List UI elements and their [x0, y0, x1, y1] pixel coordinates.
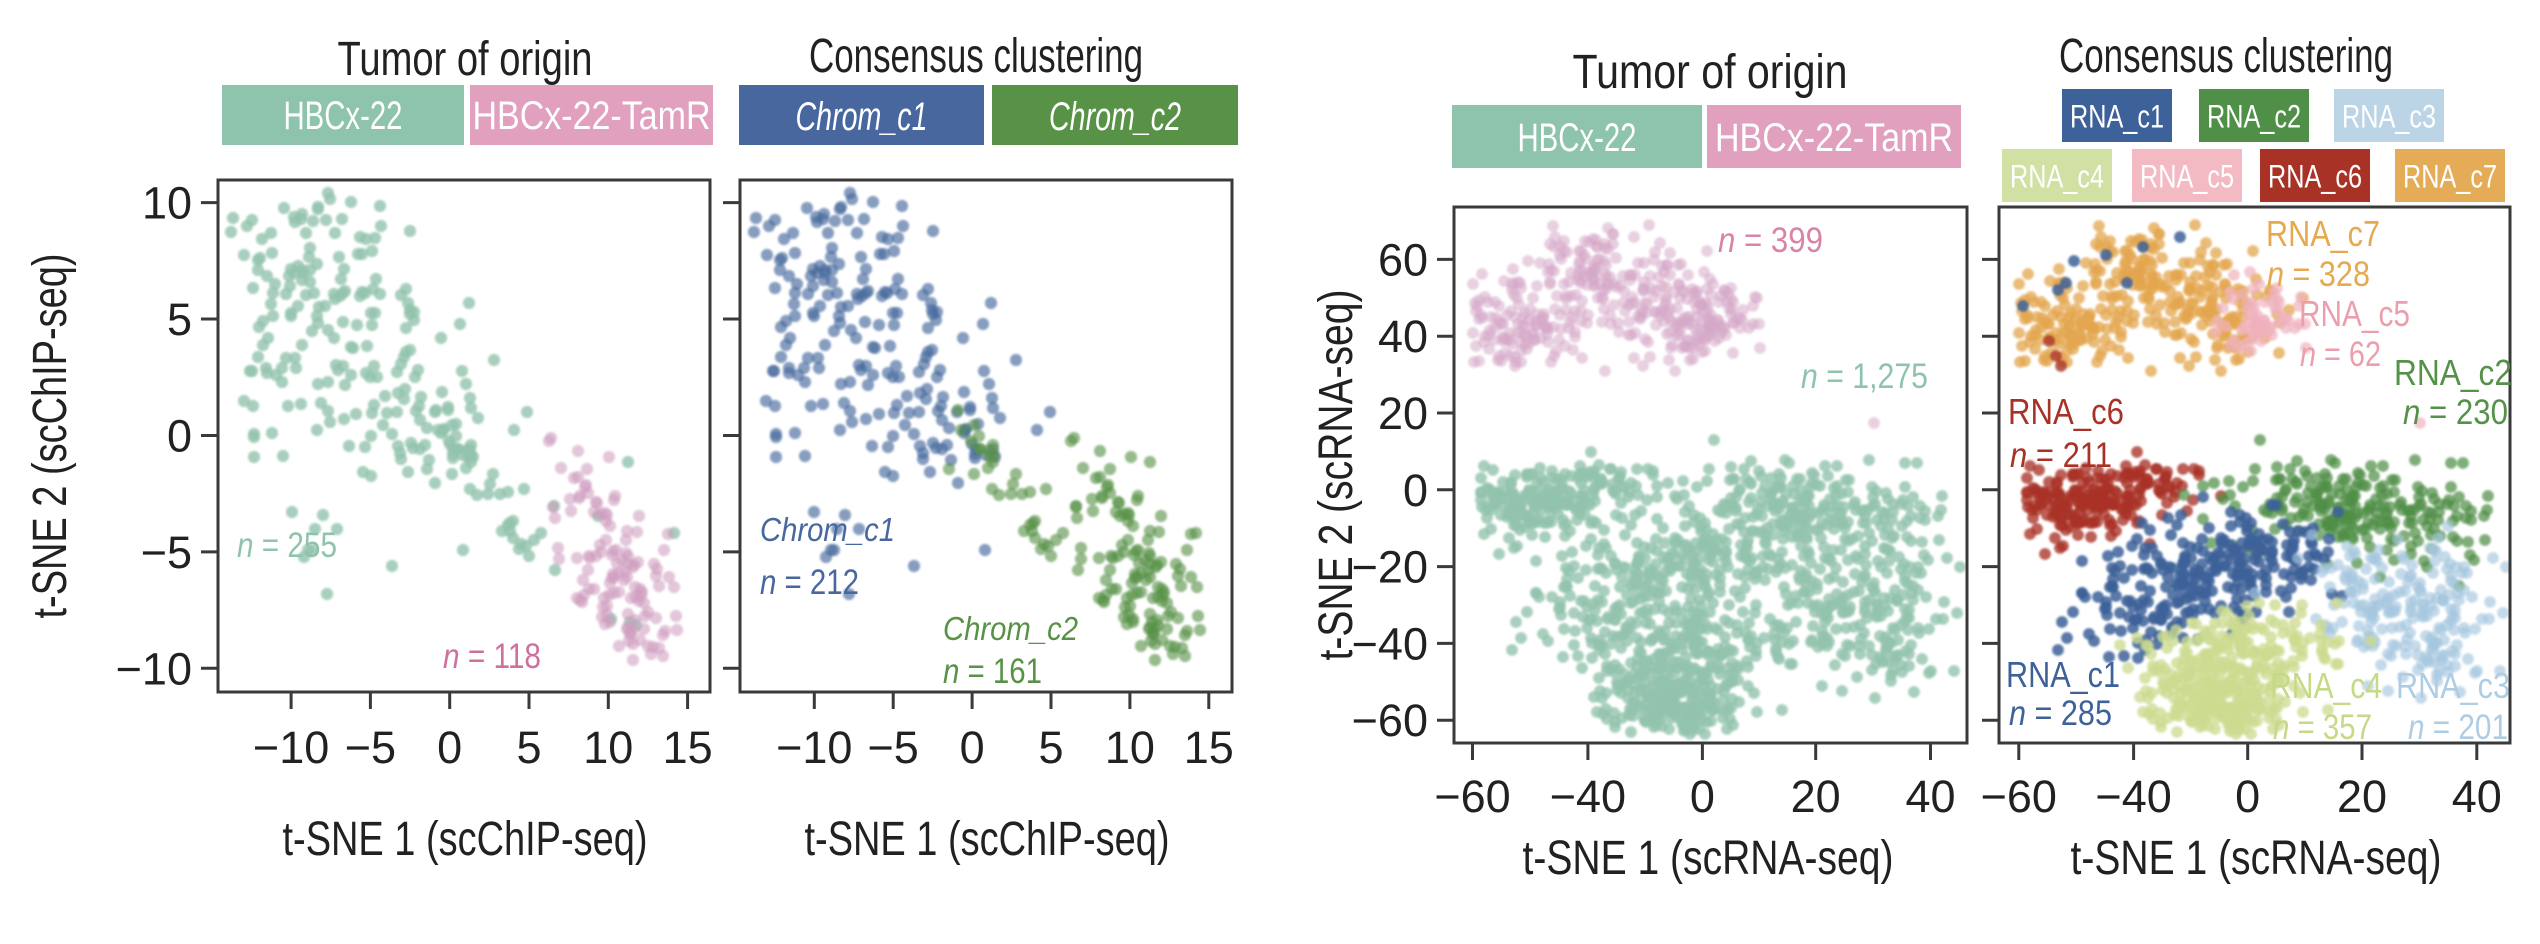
svg-text:n = 328: n = 328 — [2267, 255, 2370, 294]
svg-text:t-SNE 2 (scChIP-seq): t-SNE 2 (scChIP-seq) — [24, 254, 77, 619]
svg-text:RNA_c6: RNA_c6 — [2268, 159, 2362, 195]
svg-text:−60: −60 — [1352, 695, 1428, 746]
svg-text:10: 10 — [583, 722, 633, 773]
svg-text:−20: −20 — [1352, 542, 1428, 593]
svg-text:n = 161: n = 161 — [943, 652, 1042, 691]
svg-text:0: 0 — [1403, 465, 1428, 516]
svg-text:40: 40 — [2452, 771, 2502, 822]
svg-text:RNA_c5: RNA_c5 — [2299, 293, 2410, 334]
svg-text:n = 118: n = 118 — [443, 637, 541, 676]
svg-text:−5: −5 — [345, 722, 396, 773]
svg-text:−60: −60 — [1434, 771, 1510, 822]
svg-text:Chrom_c1: Chrom_c1 — [760, 511, 895, 548]
svg-text:15: 15 — [663, 722, 713, 773]
svg-text:5: 5 — [167, 294, 192, 345]
svg-text:0: 0 — [1690, 771, 1715, 822]
svg-text:5: 5 — [1038, 722, 1063, 773]
svg-text:−40: −40 — [1352, 618, 1428, 669]
svg-text:15: 15 — [1184, 722, 1234, 773]
svg-text:10: 10 — [142, 178, 192, 229]
svg-text:0: 0 — [2235, 771, 2260, 822]
svg-text:−10: −10 — [253, 722, 329, 773]
svg-text:RNA_c4: RNA_c4 — [2010, 159, 2104, 195]
svg-text:40: 40 — [1378, 311, 1428, 362]
svg-text:n = 212: n = 212 — [760, 563, 859, 602]
svg-text:n = 357: n = 357 — [2273, 708, 2372, 747]
svg-text:HBCx-22-TamR: HBCx-22-TamR — [1715, 116, 1953, 160]
svg-text:HBCx-22: HBCx-22 — [1518, 116, 1637, 160]
svg-text:HBCx-22-TamR: HBCx-22-TamR — [473, 94, 711, 138]
svg-text:60: 60 — [1378, 234, 1428, 285]
svg-text:−40: −40 — [1550, 771, 1626, 822]
svg-text:RNA_c2: RNA_c2 — [2207, 99, 2301, 135]
svg-text:t-SNE 1 (scRNA-seq): t-SNE 1 (scRNA-seq) — [2071, 832, 2442, 885]
svg-text:0: 0 — [437, 722, 462, 773]
svg-text:n = 201: n = 201 — [2408, 708, 2508, 747]
svg-text:20: 20 — [2337, 771, 2387, 822]
svg-text:n = 1,275: n = 1,275 — [1801, 357, 1928, 396]
svg-text:RNA_c5: RNA_c5 — [2140, 159, 2234, 195]
svg-text:5: 5 — [516, 722, 541, 773]
svg-text:n = 211: n = 211 — [2010, 436, 2112, 475]
svg-text:RNA_c3: RNA_c3 — [2396, 665, 2510, 706]
svg-text:HBCx-22: HBCx-22 — [284, 94, 403, 138]
svg-text:t-SNE 1 (scChIP-seq): t-SNE 1 (scChIP-seq) — [805, 813, 1170, 866]
svg-text:RNA_c1: RNA_c1 — [2070, 99, 2164, 135]
svg-text:−5: −5 — [141, 527, 192, 578]
svg-text:−5: −5 — [868, 722, 919, 773]
svg-text:0: 0 — [167, 411, 192, 462]
svg-text:20: 20 — [1378, 388, 1428, 439]
svg-text:RNA_c7: RNA_c7 — [2266, 213, 2380, 254]
svg-text:n = 399: n = 399 — [1718, 221, 1823, 260]
svg-text:10: 10 — [1105, 722, 1155, 773]
svg-text:Consensus clustering: Consensus clustering — [2059, 30, 2393, 83]
svg-text:RNA_c7: RNA_c7 — [2403, 159, 2497, 195]
svg-text:−10: −10 — [116, 643, 192, 694]
svg-text:−40: −40 — [2095, 771, 2171, 822]
svg-text:Chrom_c2: Chrom_c2 — [943, 610, 1078, 647]
svg-text:n = 285: n = 285 — [2009, 694, 2112, 733]
svg-text:n = 62: n = 62 — [2300, 335, 2381, 374]
svg-text:Chrom_c1: Chrom_c1 — [796, 95, 928, 139]
svg-text:Chrom_c2: Chrom_c2 — [1049, 95, 1181, 139]
svg-text:20: 20 — [1791, 771, 1841, 822]
svg-text:n = 230: n = 230 — [2403, 393, 2508, 432]
svg-text:−10: −10 — [776, 722, 852, 773]
svg-text:RNA_c4: RNA_c4 — [2270, 665, 2382, 706]
svg-text:Tumor of origin: Tumor of origin — [1573, 46, 1848, 99]
svg-text:RNA_c1: RNA_c1 — [2006, 654, 2120, 695]
svg-text:Tumor of origin: Tumor of origin — [338, 33, 593, 86]
svg-text:−60: −60 — [1981, 771, 2057, 822]
svg-text:t-SNE 1 (scChIP-seq): t-SNE 1 (scChIP-seq) — [283, 813, 648, 866]
svg-text:Consensus clustering: Consensus clustering — [809, 30, 1143, 83]
svg-text:RNA_c2: RNA_c2 — [2394, 352, 2512, 393]
svg-text:t-SNE 1 (scRNA-seq): t-SNE 1 (scRNA-seq) — [1523, 832, 1894, 885]
svg-text:t-SNE 2 (scRNA-seq): t-SNE 2 (scRNA-seq) — [1310, 290, 1363, 661]
svg-text:n = 255: n = 255 — [237, 526, 337, 565]
svg-text:RNA_c3: RNA_c3 — [2342, 99, 2436, 135]
svg-text:40: 40 — [1905, 771, 1955, 822]
svg-text:RNA_c6: RNA_c6 — [2008, 391, 2124, 432]
svg-text:0: 0 — [960, 722, 985, 773]
